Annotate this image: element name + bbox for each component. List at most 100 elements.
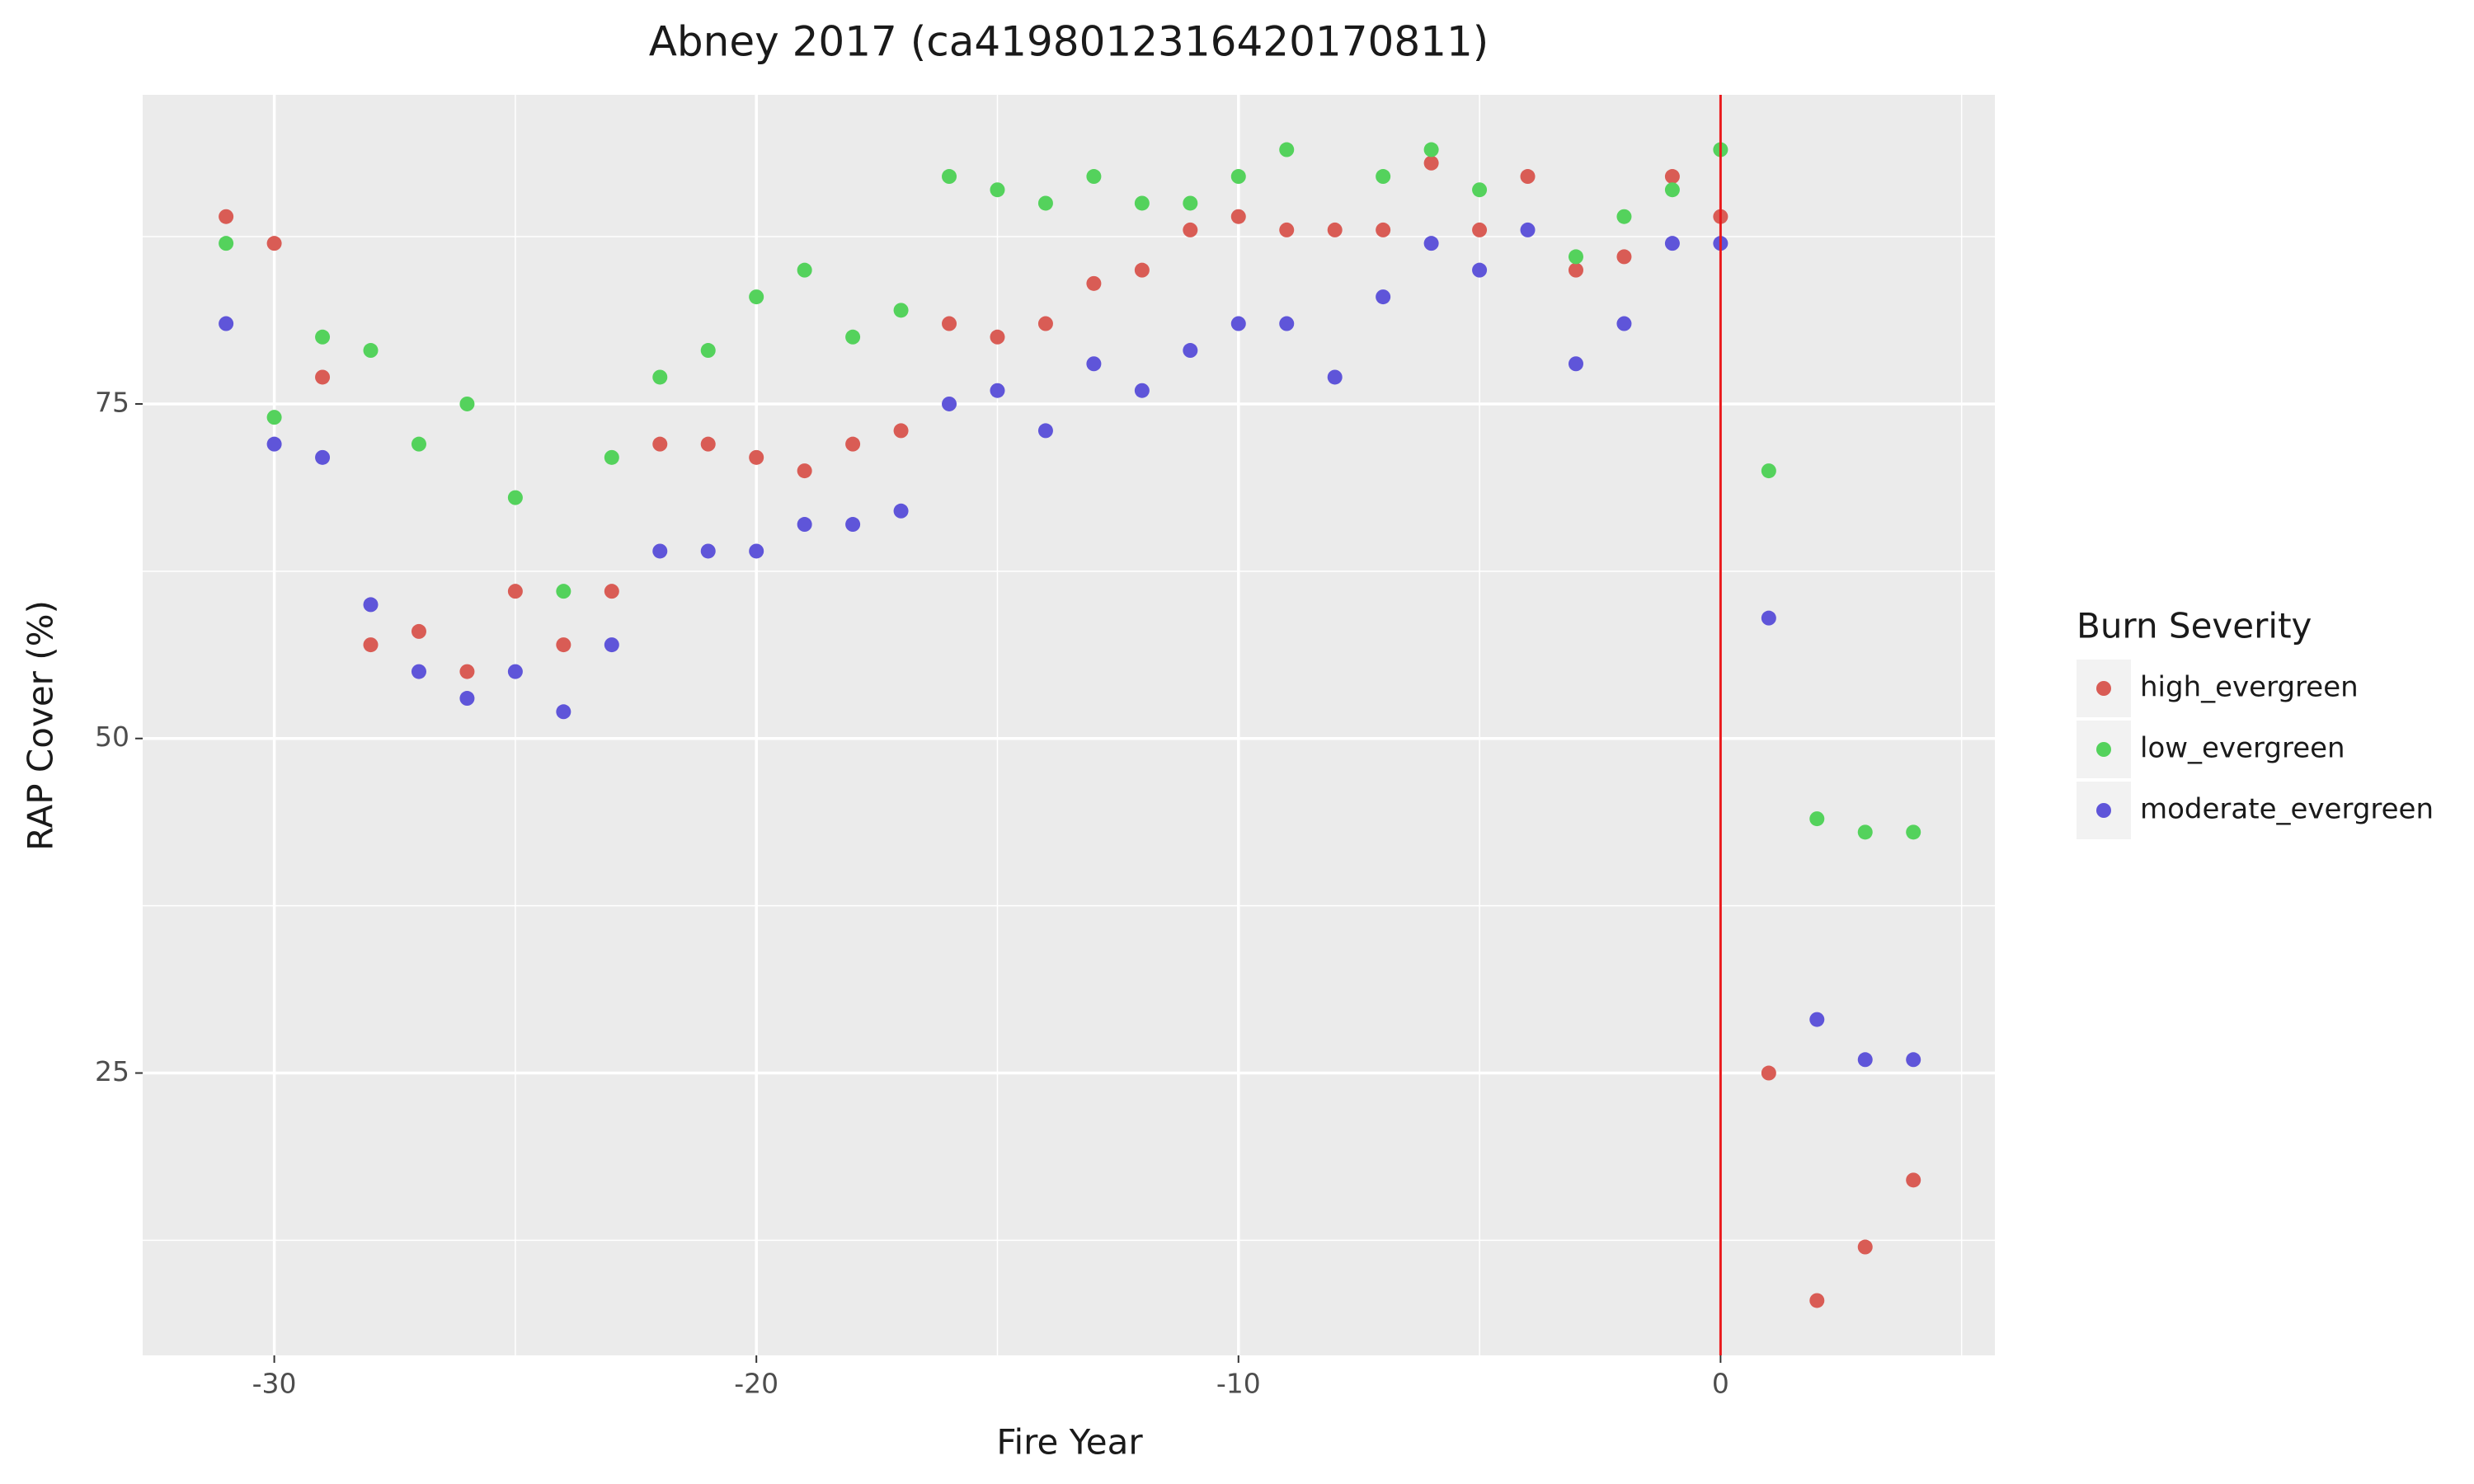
point bbox=[700, 436, 716, 452]
point bbox=[1520, 169, 1536, 185]
point bbox=[363, 343, 379, 359]
point bbox=[1423, 142, 1439, 157]
point bbox=[1857, 1052, 1873, 1068]
point bbox=[315, 369, 331, 385]
point bbox=[700, 343, 716, 359]
point bbox=[219, 236, 234, 251]
legend-label: low_evergreen bbox=[2140, 732, 2345, 765]
point bbox=[1037, 195, 1053, 211]
point bbox=[1183, 195, 1198, 211]
point bbox=[1376, 289, 1391, 305]
point bbox=[893, 423, 909, 439]
point bbox=[1616, 209, 1632, 224]
legend-marker bbox=[2096, 681, 2111, 696]
point bbox=[1230, 316, 1246, 331]
point bbox=[652, 369, 668, 385]
point bbox=[219, 209, 234, 224]
point bbox=[1279, 142, 1295, 157]
legend-marker bbox=[2096, 803, 2111, 818]
x-tick-label: -20 bbox=[734, 1368, 778, 1400]
y-tick-label: 75 bbox=[95, 386, 129, 418]
point bbox=[1906, 1052, 1921, 1068]
point bbox=[990, 182, 1005, 198]
point bbox=[845, 329, 861, 345]
point bbox=[1472, 182, 1488, 198]
point bbox=[1423, 236, 1439, 251]
legend-title: Burn Severity bbox=[2077, 606, 2312, 646]
point bbox=[219, 316, 234, 331]
point bbox=[315, 449, 331, 465]
point bbox=[1664, 169, 1680, 185]
point bbox=[266, 236, 282, 251]
point bbox=[1568, 262, 1583, 278]
point bbox=[1761, 1065, 1776, 1081]
point bbox=[1086, 356, 1102, 372]
point bbox=[1568, 249, 1583, 265]
point bbox=[459, 664, 475, 679]
point bbox=[266, 436, 282, 452]
point bbox=[1568, 356, 1583, 372]
point bbox=[1183, 343, 1198, 359]
point bbox=[942, 316, 957, 331]
point bbox=[1134, 262, 1150, 278]
point bbox=[845, 436, 861, 452]
point bbox=[1857, 824, 1873, 840]
y-axis-label: RAP Cover (%) bbox=[21, 600, 61, 851]
point bbox=[507, 490, 523, 505]
point bbox=[507, 584, 523, 599]
point bbox=[1809, 1293, 1825, 1308]
point bbox=[942, 396, 957, 411]
point bbox=[411, 623, 426, 639]
point bbox=[1423, 155, 1439, 171]
point bbox=[1857, 1239, 1873, 1255]
point bbox=[1037, 423, 1053, 439]
point bbox=[1472, 222, 1488, 237]
point bbox=[411, 664, 426, 679]
point bbox=[1086, 169, 1102, 185]
point bbox=[990, 383, 1005, 398]
point bbox=[1906, 824, 1921, 840]
plot-panel bbox=[143, 95, 1995, 1355]
point bbox=[1134, 383, 1150, 398]
chart-title: Abney 2017 (ca4198012316420170811) bbox=[649, 18, 1489, 66]
point bbox=[749, 449, 764, 465]
point bbox=[1327, 222, 1343, 237]
point bbox=[797, 463, 812, 479]
point bbox=[1279, 316, 1295, 331]
point bbox=[1809, 1012, 1825, 1027]
point bbox=[700, 543, 716, 559]
x-axis-label: Fire Year bbox=[996, 1422, 1143, 1463]
y-tick-label: 25 bbox=[95, 1055, 129, 1087]
point bbox=[459, 691, 475, 707]
point bbox=[1664, 236, 1680, 251]
point bbox=[1183, 222, 1198, 237]
point bbox=[1376, 222, 1391, 237]
point bbox=[556, 704, 571, 720]
x-tick-label: -30 bbox=[252, 1368, 297, 1400]
point bbox=[1809, 811, 1825, 827]
point bbox=[1086, 275, 1102, 291]
point bbox=[1037, 316, 1053, 331]
point bbox=[1230, 169, 1246, 185]
point bbox=[411, 436, 426, 452]
point bbox=[1906, 1172, 1921, 1188]
point bbox=[1761, 463, 1776, 479]
point bbox=[363, 597, 379, 613]
point bbox=[1279, 222, 1295, 237]
point bbox=[556, 584, 571, 599]
point bbox=[990, 329, 1005, 345]
legend-label: moderate_evergreen bbox=[2140, 793, 2434, 826]
point bbox=[1134, 195, 1150, 211]
point bbox=[797, 262, 812, 278]
point bbox=[845, 517, 861, 533]
point bbox=[266, 410, 282, 425]
legend-marker bbox=[2096, 742, 2111, 757]
point bbox=[507, 664, 523, 679]
point bbox=[1230, 209, 1246, 224]
point bbox=[604, 449, 619, 465]
point bbox=[797, 517, 812, 533]
point bbox=[315, 329, 331, 345]
point bbox=[1761, 610, 1776, 626]
